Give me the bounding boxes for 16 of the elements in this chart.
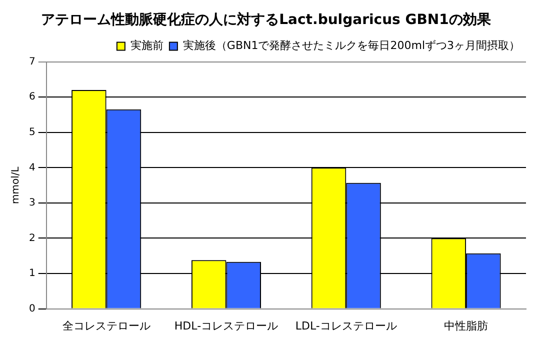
- legend-label: 実施後（GBN1で発酵させたミルクを毎日200mlずつ3ヶ月間摂取）: [182, 39, 520, 52]
- y-tick-label: 6: [28, 92, 36, 103]
- y-tick-label: 0: [28, 303, 36, 314]
- legend-label: 実施前: [130, 39, 164, 52]
- y-tick-label: 5: [28, 126, 36, 138]
- y-tick-label: 3: [28, 198, 36, 209]
- y-axis-title: mmol/L: [10, 166, 22, 204]
- x-tick-label: 全コレステロール: [62, 319, 150, 332]
- y-tick-label: 7: [28, 56, 36, 68]
- chart-title: アテローム性動脈硬化症の人に対するLact.bulgaricus GBN1の効果: [41, 11, 492, 28]
- x-tick-label: HDL-コレステロール: [174, 319, 278, 332]
- x-tick-label: 中性脂肪: [444, 319, 488, 332]
- y-tick-label: 2: [28, 232, 36, 244]
- y-tick-label: 4: [28, 162, 36, 174]
- y-tick-label: 1: [28, 268, 36, 280]
- x-tick-label: LDL-コレステロール: [295, 319, 397, 332]
